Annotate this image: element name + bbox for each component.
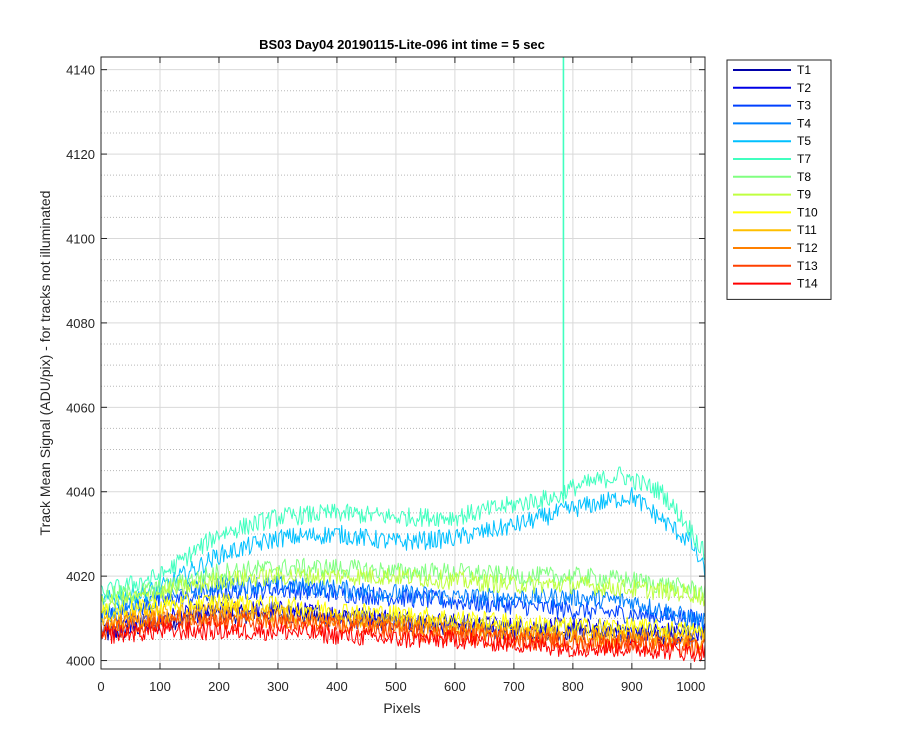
series-t8 <box>100 557 706 603</box>
legend: T1 T2 T3 T4 T5 T7 T8 T9 T10 T11 T12 T13 T14 <box>726 59 832 300</box>
series-line <box>100 621 706 662</box>
series-line <box>100 466 706 599</box>
series-line <box>100 566 706 614</box>
x-tick-label: 200 <box>208 679 230 694</box>
x-tick-label: 500 <box>385 679 407 694</box>
y-axis-title: Track Mean Signal (ADU/pix) - for tracks… <box>37 191 53 536</box>
series-t13 <box>100 612 706 657</box>
series-line <box>100 592 706 641</box>
x-tick-label: 0 <box>97 679 104 694</box>
y-tick-label: 4140 <box>66 63 95 78</box>
x-tick-label: 300 <box>267 679 289 694</box>
legend-label-t4: T4 <box>797 116 811 130</box>
x-tick-label: 900 <box>621 679 643 694</box>
y-tick-label: 4120 <box>66 147 95 162</box>
series-line <box>100 487 706 608</box>
axis-ticks: 0 100 200 300 400 500 600 700 800 900 1000 4000 4020… <box>66 57 705 694</box>
plot-series <box>100 57 706 662</box>
legend-label-t7: T7 <box>797 152 811 166</box>
legend-label-t13: T13 <box>797 259 818 273</box>
series-t7 <box>100 57 706 599</box>
legend-box <box>726 59 832 300</box>
series-t11 <box>101 601 706 649</box>
series-line <box>100 557 706 603</box>
series-t12 <box>100 608 706 654</box>
x-tick-label: 1000 <box>676 679 705 694</box>
y-tick-label: 4100 <box>66 231 95 246</box>
series-t9 <box>100 566 706 614</box>
series-line <box>100 608 706 654</box>
x-tick-label: 600 <box>444 679 466 694</box>
legend-label-t5: T5 <box>797 134 811 148</box>
series-t5 <box>100 487 706 608</box>
series-t10 <box>100 592 706 641</box>
y-tick-label: 4020 <box>66 569 95 584</box>
legend-label-t1: T1 <box>797 63 811 77</box>
series-line <box>100 612 706 657</box>
legend-label-t14: T14 <box>797 277 818 291</box>
y-tick-label: 4080 <box>66 316 95 331</box>
legend-label-t10: T10 <box>797 205 818 219</box>
axes-box <box>100 56 706 670</box>
x-tick-label: 400 <box>326 679 348 694</box>
x-axis-title: Pixels <box>383 700 420 716</box>
series-line <box>101 601 706 649</box>
series-t14 <box>100 621 706 662</box>
x-tick-label: 800 <box>562 679 584 694</box>
y-tick-label: 4000 <box>66 654 95 669</box>
x-tick-label: 100 <box>149 679 171 694</box>
x-tick-label: 700 <box>503 679 525 694</box>
legend-label-t12: T12 <box>797 241 818 255</box>
y-tick-label: 4060 <box>66 400 95 415</box>
legend-label-t11: T11 <box>797 223 817 237</box>
legend-label-t8: T8 <box>797 170 811 184</box>
legend-label-t9: T9 <box>797 188 811 202</box>
legend-label-t2: T2 <box>797 81 811 95</box>
legend-label-t3: T3 <box>797 99 811 113</box>
y-tick-label: 4040 <box>66 485 95 500</box>
chart-title: BS03 Day04 20190115-Lite-096 int time = … <box>259 37 545 52</box>
